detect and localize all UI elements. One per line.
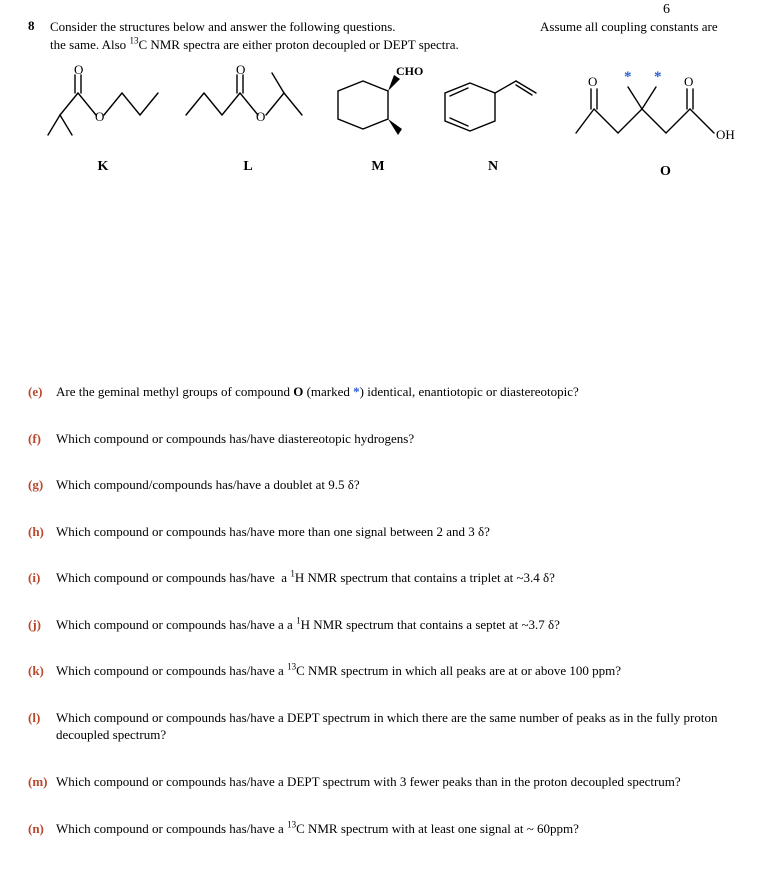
- sub-question-i: (i)Which compound or compounds has/have …: [28, 569, 750, 587]
- sub-question-f: (f)Which compound or compounds has/have …: [28, 430, 750, 448]
- sub-question-label: (k): [28, 662, 56, 680]
- sub-question-label: (f): [28, 430, 56, 448]
- sub-question-label: (i): [28, 569, 56, 587]
- sub-question-label: (h): [28, 523, 56, 541]
- intro-line2: the same. Also 13C NMR spectra are eithe…: [50, 37, 459, 52]
- o-label: O: [95, 109, 104, 124]
- structure-K-label: K: [38, 159, 168, 175]
- sub-question-label: (j): [28, 616, 56, 634]
- o-label: O: [74, 63, 83, 77]
- sub-question-text: Which compound or compounds has/have a a…: [56, 616, 750, 634]
- o-label: O: [256, 109, 265, 124]
- structure-M-label: M: [328, 159, 428, 175]
- sub-question-n: (n)Which compound or compounds has/have …: [28, 820, 750, 838]
- sub-question-text: Which compound or compounds has/have mor…: [56, 523, 750, 541]
- structure-O-label: O: [568, 164, 763, 180]
- sub-question-j: (j)Which compound or compounds has/have …: [28, 616, 750, 634]
- sub-question-h: (h)Which compound or compounds has/have …: [28, 523, 750, 541]
- question-number: 8: [28, 18, 50, 34]
- sub-question-text: Which compound or compounds has/have a 1…: [56, 569, 750, 587]
- structure-L: O O L: [178, 63, 318, 175]
- sub-question-label: (n): [28, 820, 56, 838]
- sub-question-k: (k)Which compound or compounds has/have …: [28, 662, 750, 680]
- structure-N-svg: [438, 63, 548, 153]
- intro-line1: Consider the structures below and answer…: [50, 19, 396, 34]
- sub-question-label: (m): [28, 773, 56, 791]
- o-label-left: O: [588, 74, 597, 89]
- sub-question-g: (g)Which compound/compounds has/have a d…: [28, 476, 750, 494]
- structure-O-svg: O O OH * *: [568, 63, 763, 158]
- page-corner-number: 6: [663, 2, 670, 18]
- sub-question-text: Which compound or compounds has/have a D…: [56, 709, 750, 744]
- cho-label: CHO: [396, 64, 423, 78]
- structure-M: CHO M: [328, 63, 428, 175]
- sub-question-label: (g): [28, 476, 56, 494]
- assume-text: Assume all coupling constants are: [540, 18, 718, 36]
- structure-N-label: N: [438, 159, 548, 175]
- structure-M-svg: CHO: [328, 63, 428, 153]
- sub-question-text: Which compound or compounds has/have dia…: [56, 430, 750, 448]
- structure-N: N: [438, 63, 548, 175]
- sub-question-text: Which compound or compounds has/have a 1…: [56, 820, 750, 838]
- structure-K-svg: O O: [38, 63, 168, 153]
- sub-questions: (e)Are the geminal methyl groups of comp…: [28, 383, 750, 837]
- sub-question-text: Which compound or compounds has/have a 1…: [56, 662, 750, 680]
- sub-question-text: Which compound or compounds has/have a D…: [56, 773, 750, 791]
- structure-L-svg: O O: [178, 63, 318, 153]
- structures-row: O O K O: [28, 63, 750, 183]
- sub-question-e: (e)Are the geminal methyl groups of comp…: [28, 383, 750, 401]
- star-icon: *: [654, 69, 662, 85]
- sub-question-text: Which compound/compounds has/have a doub…: [56, 476, 750, 494]
- structure-K: O O K: [38, 63, 168, 175]
- structure-L-label: L: [178, 159, 318, 175]
- sub-question-label: (l): [28, 709, 56, 727]
- structure-O: O O OH * * O: [568, 63, 763, 180]
- oh-label: OH: [716, 127, 735, 142]
- page: 6 8 Consider the structures below and an…: [0, 0, 778, 884]
- o-label-right: O: [684, 74, 693, 89]
- sub-question-text: Are the geminal methyl groups of compoun…: [56, 383, 750, 401]
- sub-question-l: (l)Which compound or compounds has/have …: [28, 709, 750, 744]
- star-icon: *: [624, 69, 632, 85]
- sub-question-label: (e): [28, 383, 56, 401]
- sub-question-m: (m)Which compound or compounds has/have …: [28, 773, 750, 791]
- o-label: O: [236, 63, 245, 77]
